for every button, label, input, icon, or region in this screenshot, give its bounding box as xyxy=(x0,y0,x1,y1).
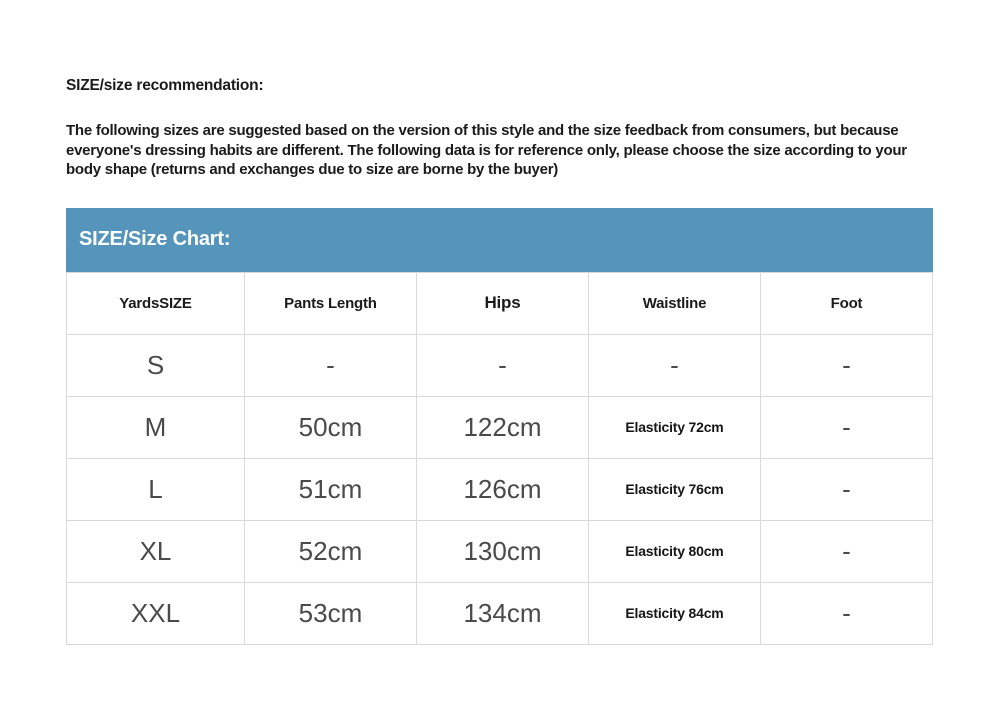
cell-size: S xyxy=(66,333,245,397)
cell-waistline: Elasticity 72cm xyxy=(587,395,761,459)
column-header-pants-length: Pants Length xyxy=(243,271,417,335)
cell-pants-length: 50cm xyxy=(243,395,417,459)
table-header-row: YardsSIZE Pants Length Hips Waistline Fo… xyxy=(66,271,934,335)
cell-pants-length: 51cm xyxy=(243,457,417,521)
cell-size: XL xyxy=(66,519,245,583)
cell-waistline: - xyxy=(587,333,761,397)
table-row-xl: XL 52cm 130cm Elasticity 80cm - xyxy=(66,519,934,583)
cell-waistline: Elasticity 84cm xyxy=(587,581,761,645)
table-row-m: M 50cm 122cm Elasticity 72cm - xyxy=(66,395,934,459)
size-chart-table: YardsSIZE Pants Length Hips Waistline Fo… xyxy=(66,271,934,645)
column-header-hips: Hips xyxy=(415,271,589,335)
cell-waistline: Elasticity 76cm xyxy=(587,457,761,521)
table-row-xxl: XXL 53cm 134cm Elasticity 84cm - xyxy=(66,581,934,645)
cell-pants-length: - xyxy=(243,333,417,397)
table-row-l: L 51cm 126cm Elasticity 76cm - xyxy=(66,457,934,521)
cell-foot: - xyxy=(759,519,934,583)
cell-foot: - xyxy=(759,333,934,397)
cell-waistline: Elasticity 80cm xyxy=(587,519,761,583)
cell-pants-length: 53cm xyxy=(243,581,417,645)
cell-foot: - xyxy=(759,457,934,521)
content-area: SIZE/size recommendation: The following … xyxy=(66,0,934,645)
cell-size: XXL xyxy=(66,581,245,645)
cell-hips: - xyxy=(415,333,589,397)
size-chart-title: SIZE/Size Chart: xyxy=(79,228,231,250)
table-row-s: S - - - - xyxy=(66,333,934,397)
cell-pants-length: 52cm xyxy=(243,519,417,583)
column-header-yards-size: YardsSIZE xyxy=(66,271,245,335)
cell-hips: 122cm xyxy=(415,395,589,459)
size-disclaimer-paragraph: The following sizes are suggested based … xyxy=(66,122,907,178)
cell-size: L xyxy=(66,457,245,521)
cell-foot: - xyxy=(759,581,934,645)
cell-hips: 126cm xyxy=(415,457,589,521)
cell-size: M xyxy=(66,395,245,459)
size-recommendation-heading: SIZE/size recommendation: xyxy=(66,77,264,94)
cell-hips: 130cm xyxy=(415,519,589,583)
size-chart-header-bar: SIZE/Size Chart: xyxy=(66,207,933,272)
column-header-waistline: Waistline xyxy=(587,271,761,335)
column-header-foot: Foot xyxy=(759,271,934,335)
cell-foot: - xyxy=(759,395,934,459)
cell-hips: 134cm xyxy=(415,581,589,645)
